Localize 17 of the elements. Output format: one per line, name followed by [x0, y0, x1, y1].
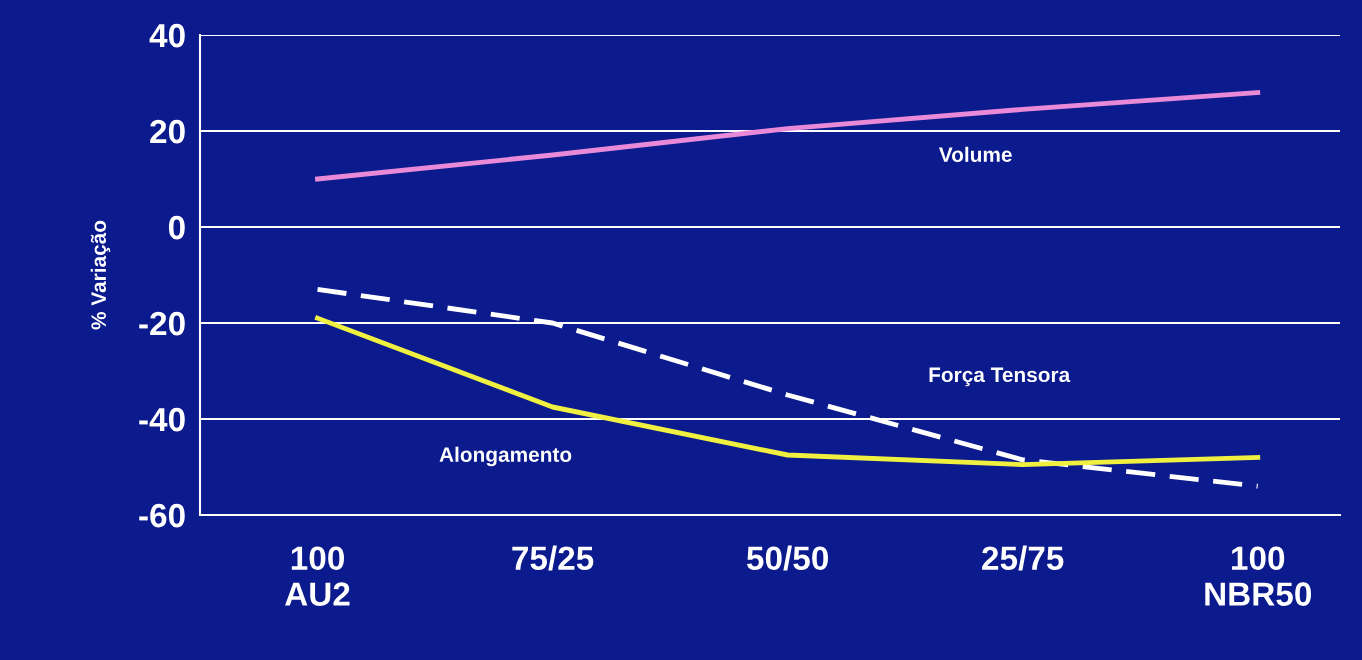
- y-axis-title: % Variação: [90, 220, 111, 330]
- y-tick-label: -60: [139, 503, 185, 528]
- x-tick-label: 100 NBR50: [1205, 546, 1312, 606]
- text: Força Tensora: [929, 367, 1071, 387]
- x-tick-label: 25/75: [982, 545, 1064, 571]
- x-tick-label: 75/25: [512, 545, 594, 571]
- line-series: [315, 90, 1261, 182]
- y-tick-label: 40: [149, 23, 185, 48]
- series-label: Alongamento: [439, 446, 572, 467]
- y-tick-label: -40: [139, 407, 185, 432]
- line-series: [315, 315, 1261, 468]
- series-label: Volume: [938, 146, 1012, 163]
- y-tick-label: 20: [150, 119, 185, 144]
- x-tick-label: 100 AU2: [285, 546, 350, 606]
- y-tick-label: -20: [139, 311, 185, 336]
- x-tick-label: 50/50: [746, 545, 828, 571]
- y-tick-label: 0: [168, 215, 185, 240]
